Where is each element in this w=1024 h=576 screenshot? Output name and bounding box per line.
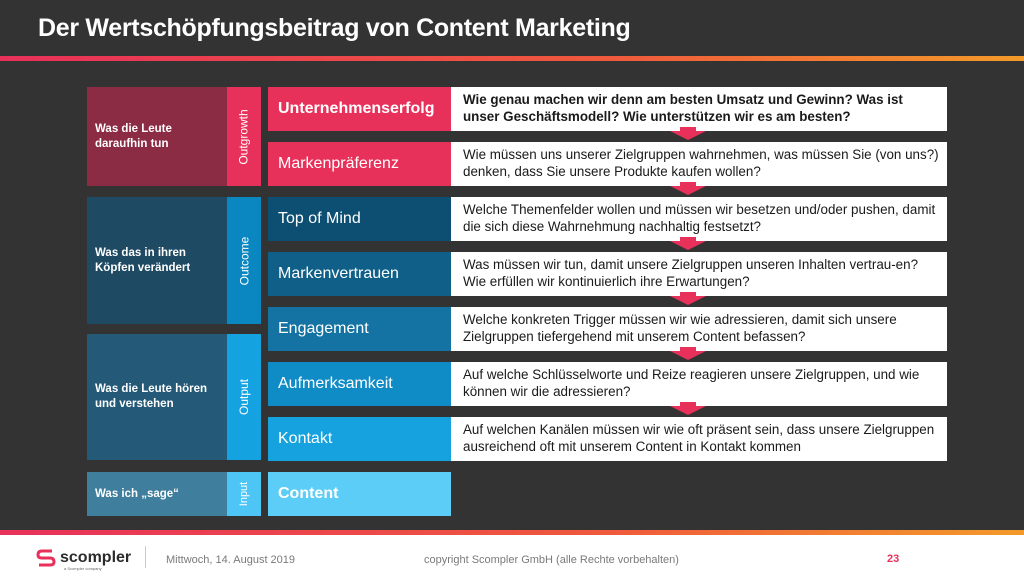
down-arrow-icon (670, 296, 706, 305)
scompler-logo-icon (36, 549, 56, 567)
arrow-stem (680, 292, 696, 296)
logo-subtitle: a Scompler company (64, 566, 102, 571)
level-label: Unternehmenserfolg (278, 100, 435, 117)
footer (0, 535, 1024, 576)
group-label: Was das in ihren Köpfen verändert (95, 246, 191, 274)
page-number: 23 (887, 553, 900, 565)
level-content: Content (268, 472, 451, 516)
group-outgrowth-tag: Outgrowth (227, 87, 261, 186)
question-top-of-mind: Welche Themenfelder wollen und müssen wi… (451, 197, 947, 241)
level-label: Kontakt (278, 430, 333, 447)
level-engagement: Engagement (268, 307, 451, 351)
footer-copyright: copyright Scompler GmbH (alle Rechte vor… (424, 554, 679, 566)
question-kontakt: Auf welchen Kanälen müssen wir wie oft p… (451, 417, 947, 461)
level-unternehmenserfolg: Unternehmenserfolg (268, 87, 451, 131)
question-markenvertrauen: Was müssen wir tun, damit unsere Zielgru… (451, 252, 947, 296)
group-output-label: Was die Leute hören und verstehen (87, 334, 227, 460)
level-label: Markenpräferenz (278, 155, 399, 172)
tag-label: Output (237, 378, 251, 416)
slide-title: Der Wertschöpfungsbeitrag von Content Ma… (38, 14, 631, 42)
level-label: Aufmerksamkeit (278, 375, 393, 392)
group-outgrowth-label: Was die Leute daraufhin tun (87, 87, 227, 186)
arrow-stem (680, 402, 696, 406)
down-arrow-icon (670, 186, 706, 195)
footer-divider (145, 546, 146, 568)
level-kontakt: Kontakt (268, 417, 451, 461)
down-arrow-icon (670, 406, 706, 415)
level-label: Top of Mind (278, 210, 361, 227)
level-label: Engagement (278, 320, 369, 337)
group-label: Was die Leute daraufhin tun (95, 122, 172, 150)
arrow-stem (680, 127, 696, 131)
group-outcome-tag: Outcome (227, 197, 261, 324)
group-output-tag: Output (227, 334, 261, 460)
tag-label: Input (238, 481, 250, 507)
arrow-stem (680, 347, 696, 351)
down-arrow-icon (670, 351, 706, 360)
logo-text: scompler (60, 549, 132, 566)
question-aufmerksamkeit: Auf welche Schlüsselworte und Reize reag… (451, 362, 947, 406)
level-aufmerksamkeit: Aufmerksamkeit (268, 362, 451, 406)
level-label: Content (278, 485, 339, 502)
arrow-stem (680, 182, 696, 186)
group-input-tag: Input (227, 472, 261, 516)
tag-label: Outgrowth (237, 108, 252, 165)
level-markenvertrauen: Markenvertrauen (268, 252, 451, 296)
group-label: Was ich „sage“ (95, 487, 179, 500)
footer-date: Mittwoch, 14. August 2019 (166, 554, 296, 566)
level-label: Markenvertrauen (278, 265, 399, 282)
tag-label: Outcome (237, 236, 251, 285)
question-markenpraeferenz: Wie müssen uns unserer Zielgruppen wahrn… (451, 142, 947, 186)
footer-accent-bar (0, 530, 1024, 535)
group-input-label: Was ich „sage“ (87, 472, 227, 516)
group-label: Was die Leute hören und verstehen (95, 383, 208, 410)
down-arrow-icon (670, 241, 706, 250)
level-top-of-mind: Top of Mind (268, 197, 451, 241)
question-engagement: Welche konkreten Trigger müssen wir wie … (451, 307, 947, 351)
arrow-stem (680, 237, 696, 241)
scompler-logo: scompler (36, 548, 131, 568)
level-markenpraeferenz: Markenpräferenz (268, 142, 451, 186)
down-arrow-icon (670, 131, 706, 140)
title-accent-bar (0, 56, 1024, 61)
question-unternehmenserfolg: Wie genau machen wir denn am besten Umsa… (451, 87, 947, 131)
group-outcome-label: Was das in ihren Köpfen verändert (87, 197, 227, 324)
